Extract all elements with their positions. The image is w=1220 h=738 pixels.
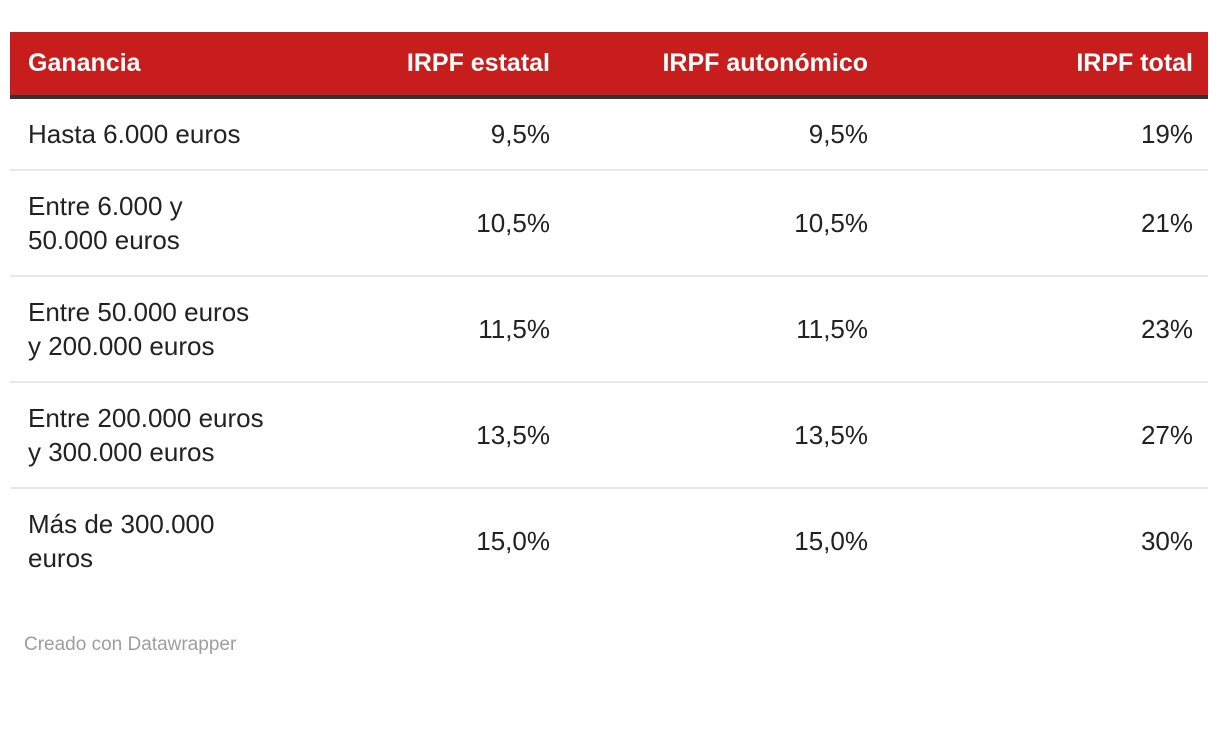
cell-ganancia: Entre 50.000 euros y 200.000 euros — [10, 276, 282, 383]
cell-irpf-total: 27% — [883, 382, 1208, 489]
cell-ganancia: Entre 200.000 euros y 300.000 euros — [10, 382, 282, 489]
table-row: Hasta 6.000 euros 9,5% 9,5% 19% — [10, 97, 1208, 171]
column-header-ganancia: Ganancia — [10, 32, 282, 99]
cell-irpf-autonomico: 9,5% — [565, 97, 883, 171]
table-row: Entre 6.000 y 50.000 euros 10,5% 10,5% 2… — [10, 170, 1208, 277]
cell-irpf-estatal: 15,0% — [476, 526, 550, 556]
cell-irpf-autonomico: 11,5% — [565, 276, 883, 383]
irpf-rates-table-container: Ganancia IRPF estatal IRPF autonómico IR… — [10, 32, 1208, 593]
table-row: Entre 50.000 euros y 200.000 euros 11,5%… — [10, 276, 1208, 383]
cell-irpf-estatal: 13,5% — [282, 382, 565, 489]
cell-ganancia: Hasta 6.000 euros — [10, 97, 282, 171]
cell-ganancia: Más de 300.000 euros — [28, 509, 215, 573]
cell-irpf-autonomico: 13,5% — [565, 382, 883, 489]
column-header-irpf-total: IRPF total — [883, 32, 1208, 99]
cell-irpf-total: 30% — [1140, 526, 1193, 556]
header-row: Ganancia IRPF estatal IRPF autonómico IR… — [10, 32, 1208, 99]
datawrapper-credit: Creado con Datawrapper — [24, 634, 237, 655]
cell-irpf-autonomico: 10,5% — [565, 170, 883, 277]
cell-ganancia: Entre 6.000 y 50.000 euros — [10, 170, 282, 277]
table-row: Más de 300.000 euros 15,0% 15,0% 30% — [10, 488, 1208, 593]
cell-irpf-total: 21% — [883, 170, 1208, 277]
column-header-irpf-estatal: IRPF estatal — [282, 32, 565, 99]
table-row: Entre 200.000 euros y 300.000 euros 13,5… — [10, 382, 1208, 489]
cell-irpf-estatal: 9,5% — [282, 97, 565, 171]
cell-irpf-estatal: 10,5% — [282, 170, 565, 277]
cell-irpf-total: 19% — [883, 97, 1208, 171]
cell-irpf-total: 23% — [883, 276, 1208, 383]
column-header-irpf-autonomico: IRPF autonómico — [565, 32, 883, 99]
irpf-rates-table: Ganancia IRPF estatal IRPF autonómico IR… — [10, 32, 1208, 593]
cell-irpf-estatal: 11,5% — [282, 276, 565, 383]
cell-irpf-autonomico: 15,0% — [794, 526, 868, 556]
